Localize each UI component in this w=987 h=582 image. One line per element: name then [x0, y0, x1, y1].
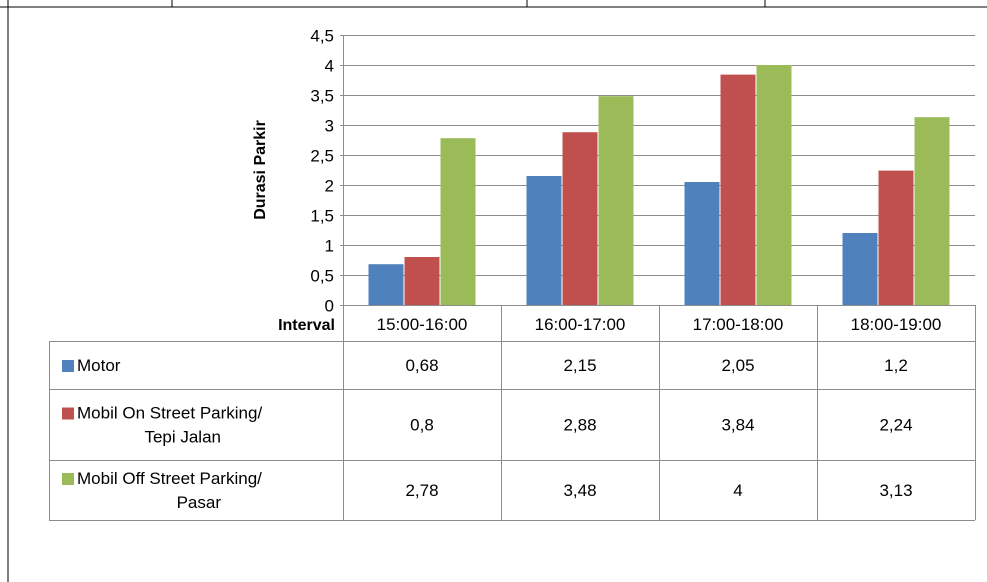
- y-tick-label: 0,5: [310, 267, 334, 286]
- data-label: 4: [733, 481, 742, 500]
- data-label: 2,05: [721, 356, 754, 375]
- data-label: 2,88: [563, 416, 596, 435]
- legend-key: [62, 407, 74, 420]
- bar: [684, 182, 720, 305]
- data-label: 3,48: [563, 481, 596, 500]
- bar: [842, 233, 878, 305]
- bar: [562, 132, 598, 305]
- bar: [720, 74, 756, 305]
- data-label: 2,15: [563, 356, 596, 375]
- data-label: 1,2: [884, 356, 908, 375]
- legend-label: Pasar: [177, 493, 222, 512]
- y-tick-label: 2,5: [310, 147, 334, 166]
- data-label: 2,24: [879, 416, 912, 435]
- legend-label: Tepi Jalan: [144, 428, 221, 447]
- data-label: 3,84: [721, 416, 754, 435]
- y-tick-label: 1: [325, 237, 334, 256]
- y-axis: 0 0,5 1 1,5 2 2,5 3 3,5 4 4,5: [310, 27, 344, 316]
- legend-label: Motor: [77, 356, 121, 375]
- bar: [440, 138, 476, 305]
- x-axis-title: Interval: [278, 317, 335, 334]
- category-label: 17:00-18:00: [693, 315, 784, 334]
- data-table: Interval 15:00-16:00 16:00-17:00 17:00-18:0…: [49, 305, 976, 521]
- data-label: 3,13: [879, 481, 912, 500]
- category-label: 18:00-19:00: [851, 315, 942, 334]
- bar: [756, 65, 792, 305]
- category-label: 16:00-17:00: [535, 315, 626, 334]
- bar: [598, 96, 634, 305]
- bar: [526, 176, 562, 305]
- y-tick-label: 3,5: [310, 87, 334, 106]
- bar: [368, 264, 404, 305]
- legend-label: Mobil Off Street Parking/: [77, 469, 262, 488]
- data-label: 0,8: [410, 416, 434, 435]
- y-tick-label: 0: [325, 297, 334, 316]
- data-label: 0,68: [405, 356, 438, 375]
- bar: [404, 257, 440, 305]
- y-axis-title: Durasi Parkir: [252, 120, 269, 220]
- legend-key: [62, 360, 74, 372]
- legend-key: [62, 473, 74, 485]
- legend-label: Mobil On Street Parking/: [77, 404, 262, 423]
- y-tick-label: 1,5: [310, 207, 334, 226]
- category-label: 15:00-16:00: [377, 315, 468, 334]
- y-tick-label: 2: [325, 177, 334, 196]
- data-label: 2,78: [405, 481, 438, 500]
- y-tick-label: 4,5: [310, 27, 334, 46]
- y-tick-label: 3: [325, 117, 334, 136]
- bars: [368, 65, 950, 305]
- bar: [914, 117, 950, 305]
- bar: [878, 170, 914, 305]
- y-tick-label: 4: [325, 57, 334, 76]
